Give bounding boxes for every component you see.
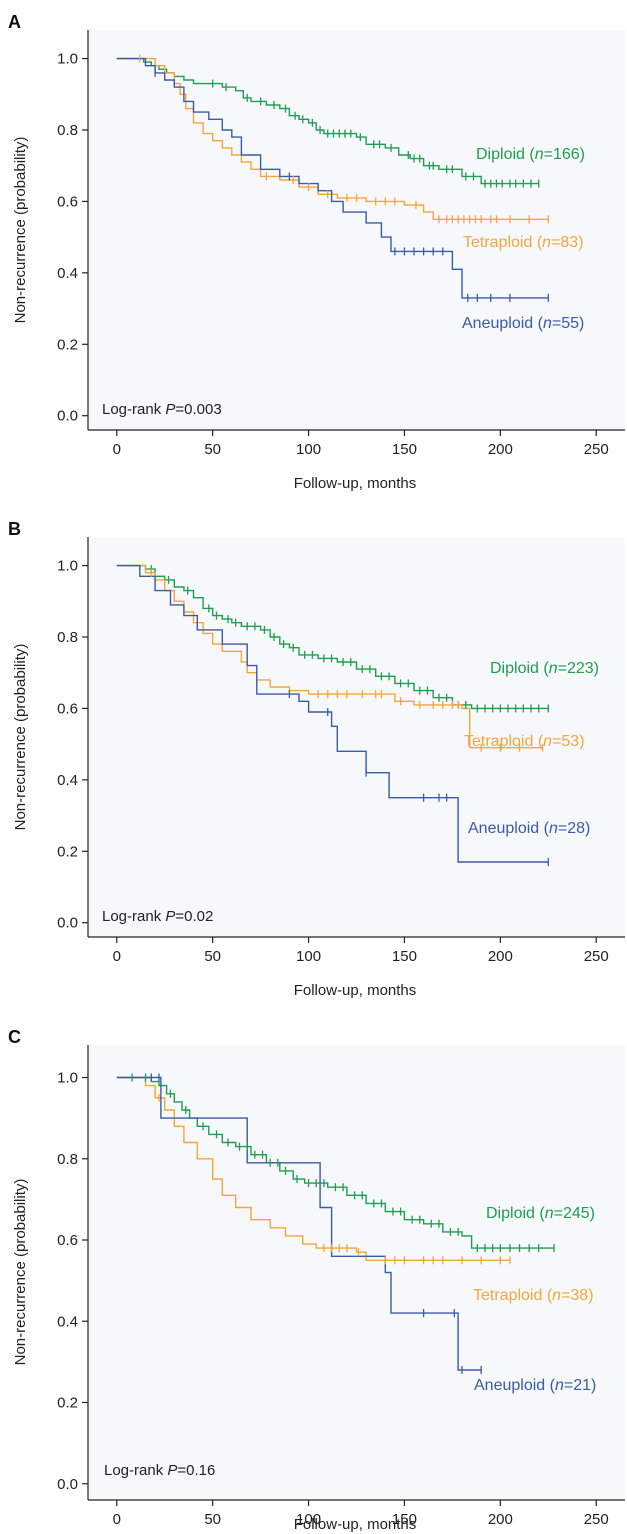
panel-a-y-tick-label: 0.8: [57, 122, 78, 139]
panel-c-label-diploid: Diploid (n=245): [486, 1205, 595, 1222]
panel-b-x-tick-label: 250: [584, 948, 609, 965]
panel-c-log-rank-annotation: Log-rank P=0.16: [104, 1462, 215, 1479]
panel-a-label-aneuploid: Aneuploid (n=55): [462, 315, 584, 332]
panel-a-y-tick-label: 0.6: [57, 193, 78, 210]
panel-a-curve-tetraploid: [116, 57, 549, 220]
panel-b-censor-marks: [150, 565, 549, 866]
panel-c-y-axis-label: Non-recurrence (probability): [12, 1179, 29, 1366]
panel-c-axes: 0 50 100 150 200 250 0.0 0.2 0.4 0.6 0.8 1.0: [57, 1045, 625, 1528]
panel-c-y-tick-label: 0.6: [57, 1232, 78, 1249]
panel-b-x-tick-label: 0: [113, 948, 121, 965]
panel-a-x-tick-label: 0: [113, 441, 121, 458]
panel-c-label-aneuploid: Aneuploid (n=21): [474, 1377, 596, 1394]
panel-a-x-tick-label: 100: [296, 441, 321, 458]
panel-b-y-tick-label: 0.8: [57, 629, 78, 646]
panel-b-label-aneuploid: Aneuploid (n=28): [468, 820, 590, 837]
panel-b-plot-area: [88, 537, 625, 937]
panel-c-x-tick-label: 200: [488, 1511, 513, 1528]
panel-a-plot-area: [88, 30, 625, 430]
panel-b-y-tick-label: 0.0: [57, 915, 78, 932]
panel-c-y-tick-label: 0.8: [57, 1151, 78, 1168]
panel-c-label-tetraploid: Tetraploid (n=38): [473, 1287, 594, 1304]
panel-c-x-tick-label: 100: [296, 1511, 321, 1528]
panel-b-y-tick-label: 0.2: [57, 843, 78, 860]
panel-c-y-tick-label: 0.0: [57, 1476, 78, 1493]
panel-c-letter: C: [8, 1027, 21, 1047]
panel-c-y-tick-label: 1.0: [57, 1070, 78, 1087]
panel-a-curves: [116, 57, 549, 299]
panel-c-x-tick-label: 250: [584, 1511, 609, 1528]
panel-c-y-tick-label: 0.2: [57, 1395, 78, 1412]
panel-a-x-tick-label: 250: [584, 441, 609, 458]
panel-c-x-axis-label: Follow-up, months: [294, 1516, 417, 1533]
panel-b-x-tick-label: 200: [488, 948, 513, 965]
panel-b-x-tick-label: 150: [392, 948, 417, 965]
panel-a-censor-marks: [139, 54, 549, 302]
panel-a-y-axis-label: Non-recurrence (probability): [12, 137, 29, 324]
panel-b-curve-diploid: [116, 564, 549, 710]
panel-a-axes: 0 50 100 150 200 250 0.0 0.2 0.4 0.6 0.8 1.0: [57, 30, 625, 458]
panel-b-log-rank-annotation: Log-rank P=0.02: [102, 908, 213, 925]
panel-a-x-tick-label: 150: [392, 441, 417, 458]
panel-a-letter: A: [8, 12, 21, 32]
panel-b-axes: 0 50 100 150 200 250 0.0 0.2 0.4 0.6 0.8 1.0: [57, 537, 625, 965]
panel-a-curve-aneuploid: [116, 57, 549, 299]
panel-b-x-axis-label: Follow-up, months: [294, 982, 417, 999]
panel-a-log-rank-annotation: Log-rank P=0.003: [102, 401, 222, 418]
panel-a-y-tick-label: 0.2: [57, 336, 78, 353]
panel-b-letter: B: [8, 519, 21, 539]
panel-a-y-tick-label: 0.4: [57, 265, 78, 282]
panel-c-x-tick-label: 0: [113, 1511, 121, 1528]
panel-a-label-tetraploid: Tetraploid (n=83): [463, 234, 584, 251]
panel-c-x-tick-label: 50: [204, 1511, 221, 1528]
panel-a: A 0 50 100 150 200 250 0.0 0.2 0.4 0.6 0.8 1.0 Non-…: [8, 12, 625, 492]
panel-c-plot-area: [88, 1045, 625, 1500]
panel-a-x-axis-label: Follow-up, months: [294, 475, 417, 492]
panel-c-y-tick-label: 0.4: [57, 1313, 78, 1330]
panel-b: B 0 50 100 150 200 250 0.0 0.2 0.4 0.6 0.8 1.0 Non-…: [8, 519, 625, 999]
panel-b-y-tick-label: 0.6: [57, 700, 78, 717]
panel-b-x-tick-label: 100: [296, 948, 321, 965]
panel-a-y-tick-label: 0.0: [57, 408, 78, 425]
panel-c: C 0 50 100 150 200 250 0.0 0.2 0.4 0.6 0.8 1.0 Non-…: [8, 1027, 625, 1533]
panel-c-x-tick-label: 150: [392, 1511, 417, 1528]
panel-a-y-tick-label: 1.0: [57, 51, 78, 68]
panel-b-y-tick-label: 0.4: [57, 772, 78, 789]
panel-b-y-axis-label: Non-recurrence (probability): [12, 644, 29, 831]
panel-b-label-diploid: Diploid (n=223): [490, 660, 599, 677]
panel-a-x-tick-label: 200: [488, 441, 513, 458]
panel-c-curve-aneuploid: [116, 1076, 482, 1371]
panel-a-label-diploid: Diploid (n=166): [476, 146, 585, 163]
panel-c-censor-marks: [131, 1073, 555, 1374]
panel-b-y-tick-label: 1.0: [57, 558, 78, 575]
panel-b-label-tetraploid: Tetraploid (n=53): [464, 733, 585, 750]
panel-c-curve-tetraploid: [116, 1076, 510, 1261]
panel-a-x-tick-label: 50: [204, 441, 221, 458]
panel-b-x-tick-label: 50: [204, 948, 221, 965]
